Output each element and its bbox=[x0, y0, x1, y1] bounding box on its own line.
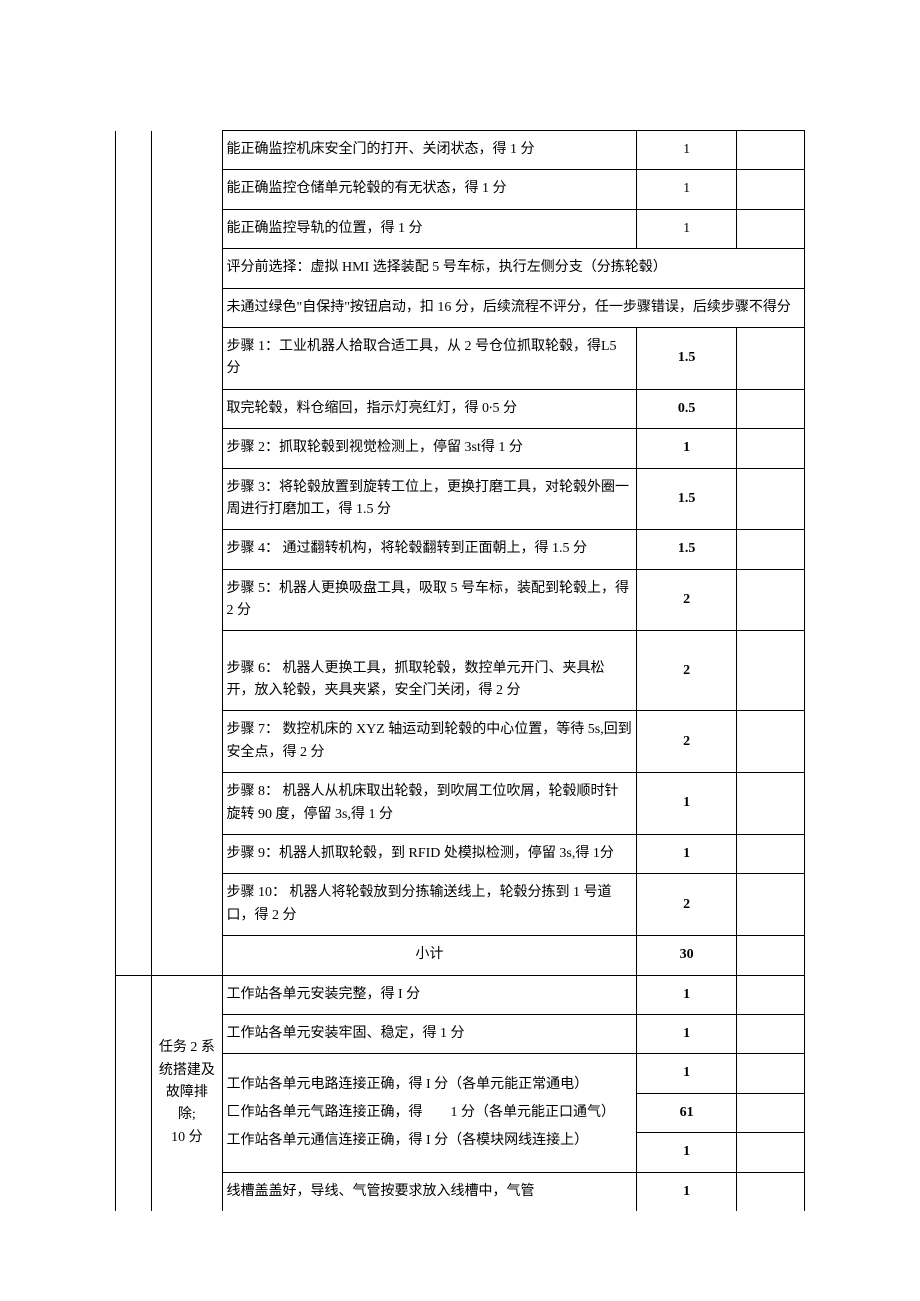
score-cell: 2 bbox=[637, 711, 737, 773]
score-cell: 1 bbox=[637, 1014, 737, 1053]
blank-cell bbox=[736, 773, 804, 835]
score-cell: 1 bbox=[637, 209, 737, 248]
score-cell: 2 bbox=[637, 874, 737, 936]
table-row: 能正确监控机床安全门的打开、关闭状态，得 1 分1 bbox=[116, 131, 805, 170]
blank-cell bbox=[736, 1054, 804, 1093]
description-cell: 步骤 9：机器人抓取轮毂，到 RFID 处模拟检测，停留 3s,得 1分 bbox=[222, 835, 637, 874]
score-cell: 2 bbox=[637, 569, 737, 631]
section-label: 任务 2 系统搭建及故障排 除; 10 分 bbox=[152, 975, 222, 1211]
blank-cell bbox=[736, 429, 804, 468]
blank-cell bbox=[736, 389, 804, 428]
blank-cell bbox=[736, 530, 804, 569]
description-cell: 能正确监控导轨的位置，得 1 分 bbox=[222, 209, 637, 248]
blank-cell bbox=[736, 131, 804, 170]
blank-cell bbox=[736, 170, 804, 209]
description-cell: 步骤 6： 机器人更换工具，抓取轮毂，数控单元开门、夹具松开，放入轮毂，夹具夹紧… bbox=[222, 631, 637, 711]
blank-cell bbox=[736, 936, 804, 975]
blank-cell bbox=[736, 1093, 804, 1132]
score-cell: 1 bbox=[637, 1133, 737, 1172]
blank-cell bbox=[736, 468, 804, 530]
score-cell: 1 bbox=[637, 975, 737, 1014]
description-cell: 线槽盖盖好，导线、气管按要求放入线槽中，气管 bbox=[222, 1172, 637, 1211]
description-cell: 评分前选择：虚拟 HMI 选择装配 5 号车标，执行左侧分支（分拣轮毂） bbox=[222, 249, 805, 288]
scoring-table: 能正确监控机床安全门的打开、关闭状态，得 1 分1能正确监控仓储单元轮毂的有无状… bbox=[115, 130, 805, 1211]
blank-cell bbox=[736, 874, 804, 936]
score-cell: 1.5 bbox=[637, 468, 737, 530]
score-cell: 30 bbox=[637, 936, 737, 975]
description-cell: 步骤 10： 机器人将轮毂放到分拣输送线上，轮毂分拣到 1 号道口，得 2 分 bbox=[222, 874, 637, 936]
score-cell: 1 bbox=[637, 835, 737, 874]
blank-cell bbox=[736, 1014, 804, 1053]
blank-cell bbox=[736, 975, 804, 1014]
score-cell: 1 bbox=[637, 1172, 737, 1211]
score-cell: 1 bbox=[637, 1054, 737, 1093]
description-cell: 步骤 5：机器人更换吸盘工具，吸取 5 号车标，装配到轮毂上，得 2 分 bbox=[222, 569, 637, 631]
section-col-1 bbox=[116, 975, 152, 1211]
score-cell: 2 bbox=[637, 631, 737, 711]
description-cell: 步骤 7： 数控机床的 XYZ 轴运动到轮毂的中心位置，等待 5s,回到安全点，… bbox=[222, 711, 637, 773]
description-cell: 工作站各单元安装完整，得 I 分 bbox=[222, 975, 637, 1014]
score-cell: 1 bbox=[637, 773, 737, 835]
blank-cell bbox=[736, 209, 804, 248]
description-cell: 步骤 3：将轮毂放置到旋转工位上，更换打磨工具，对轮毂外圈一周进行打磨加工，得 … bbox=[222, 468, 637, 530]
blank-cell bbox=[736, 835, 804, 874]
description-cell: 工作站各单元电路连接正确，得 I 分（各单元能正常通电） 匚作站各单元气路连接正… bbox=[222, 1054, 637, 1172]
section-col-1 bbox=[116, 131, 152, 976]
description-cell: 工作站各单元安装牢固、稳定，得 1 分 bbox=[222, 1014, 637, 1053]
score-cell: 61 bbox=[637, 1093, 737, 1132]
section-col-2 bbox=[152, 131, 222, 976]
score-cell: 1.5 bbox=[637, 530, 737, 569]
blank-cell bbox=[736, 1133, 804, 1172]
score-cell: 1.5 bbox=[637, 327, 737, 389]
description-cell: 未通过绿色"自保持"按钮启动，扣 16 分，后续流程不评分，任一步骤错误，后续步… bbox=[222, 288, 805, 327]
description-cell: 小计 bbox=[222, 936, 637, 975]
score-cell: 1 bbox=[637, 131, 737, 170]
score-cell: 1 bbox=[637, 170, 737, 209]
table-row: 任务 2 系统搭建及故障排 除; 10 分工作站各单元安装完整，得 I 分1 bbox=[116, 975, 805, 1014]
blank-cell bbox=[736, 631, 804, 711]
blank-cell bbox=[736, 327, 804, 389]
blank-cell bbox=[736, 1172, 804, 1211]
score-cell: 0.5 bbox=[637, 389, 737, 428]
description-cell: 步骤 1：工业机器人拾取合适工具，从 2 号仓位抓取轮毂，得L5 分 bbox=[222, 327, 637, 389]
description-cell: 取完轮毂，料仓缩回，指示灯亮红灯，得 0∙5 分 bbox=[222, 389, 637, 428]
description-cell: 步骤 4： 通过翻转机构，将轮毂翻转到正面朝上，得 1.5 分 bbox=[222, 530, 637, 569]
score-cell: 1 bbox=[637, 429, 737, 468]
description-cell: 步骤 8： 机器人从机床取出轮毂，到吹屑工位吹屑，轮毂顺时针旋转 90 度，停留… bbox=[222, 773, 637, 835]
blank-cell bbox=[736, 711, 804, 773]
blank-cell bbox=[736, 569, 804, 631]
description-cell: 能正确监控机床安全门的打开、关闭状态，得 1 分 bbox=[222, 131, 637, 170]
description-cell: 步骤 2：抓取轮毂到视觉检测上，停留 3st得 1 分 bbox=[222, 429, 637, 468]
description-cell: 能正确监控仓储单元轮毂的有无状态，得 1 分 bbox=[222, 170, 637, 209]
